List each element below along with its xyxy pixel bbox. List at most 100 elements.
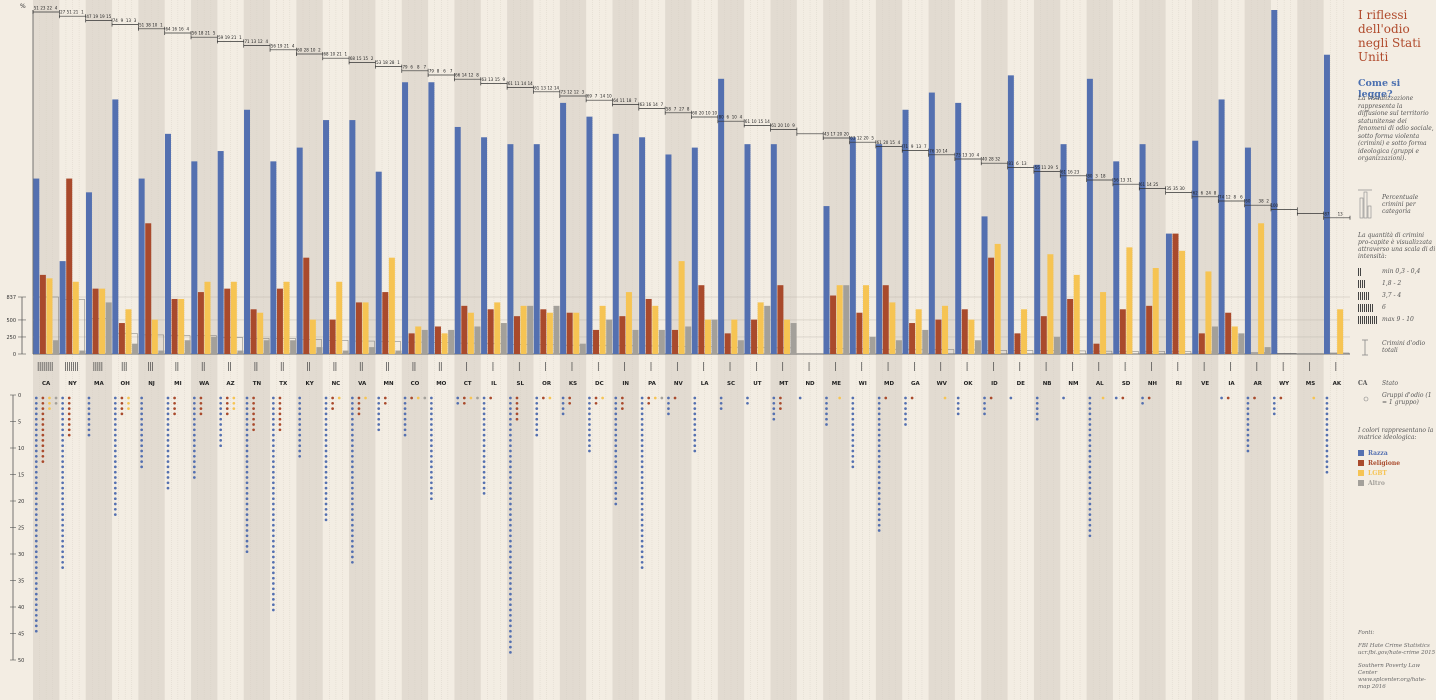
bar-lgbt <box>99 288 106 354</box>
group-dot-razza <box>640 518 644 522</box>
pct-label: 80 <box>719 115 725 120</box>
pct-label: 81 <box>1008 161 1014 166</box>
pct-label: 61 <box>771 123 777 128</box>
bar-razza <box>454 126 461 355</box>
group-dot-razza <box>509 550 512 554</box>
bar-altro <box>843 285 850 354</box>
group-dot-razza <box>825 407 828 410</box>
group-dot-razza <box>219 412 223 416</box>
groups-axis-label: 45 <box>18 632 24 638</box>
group-dot-razza <box>430 476 433 479</box>
group-dot-razza <box>614 444 618 448</box>
group-dot-razza <box>34 444 38 448</box>
bar-lgbt <box>1126 247 1133 354</box>
group-dot-razza <box>1141 396 1144 400</box>
pct-label: 14 <box>1147 182 1153 187</box>
bar-razza <box>296 147 303 354</box>
state-label: GA <box>911 381 921 387</box>
matrix-intro: I colori rappresentano la matrice ideolo… <box>1358 427 1434 441</box>
group-dot-razza <box>535 412 539 416</box>
group-dot-razza <box>272 518 275 522</box>
pct-label: 8 <box>687 106 690 111</box>
bar-razza <box>191 161 198 354</box>
group-dot-razza <box>34 598 38 601</box>
pct-label: 12 <box>857 136 863 141</box>
group-dot-razza <box>877 460 881 463</box>
pct-label: 74 <box>1219 195 1225 200</box>
group-dot-razza <box>430 407 433 410</box>
pct-label: 10 <box>752 119 758 124</box>
intensity-level-label: 6 <box>1382 304 1386 311</box>
group-dot-razza <box>509 502 512 506</box>
group-dot-razza <box>166 481 170 485</box>
pct-label: 3 <box>134 18 137 23</box>
bar-razza <box>560 102 567 354</box>
group-dot-razza <box>166 470 170 474</box>
group-dot-religione <box>910 396 914 400</box>
group-dot-razza <box>693 433 697 437</box>
group-dot-razza <box>219 428 223 432</box>
pct-label: 9 <box>121 18 124 23</box>
group-dot-razza <box>192 454 196 458</box>
group-dot-razza <box>219 423 223 426</box>
group-dot-razza <box>324 412 328 416</box>
bar-religione <box>514 316 520 354</box>
pct-label: 15 <box>495 77 501 82</box>
bar-altro <box>263 340 270 354</box>
bar-razza <box>639 137 646 354</box>
category-swatch <box>1358 450 1364 456</box>
group-dot-razza <box>351 449 354 453</box>
pct-label: 5 <box>213 31 216 36</box>
group-dot-razza <box>430 481 433 485</box>
group-dot-lgbt <box>601 396 604 400</box>
group-dot-razza <box>509 481 512 485</box>
groups-axis-label: 0 <box>18 393 21 399</box>
group-dot-religione <box>989 396 993 400</box>
group-dot-razza <box>324 481 328 485</box>
group-dot-razza <box>219 396 223 400</box>
group-dot-razza <box>272 470 275 474</box>
group-dot-razza <box>245 454 249 458</box>
bar-razza <box>375 171 382 354</box>
group-dot-razza <box>113 444 117 448</box>
group-dot-razza <box>509 486 512 490</box>
group-dot-razza <box>34 423 38 426</box>
group-dot-razza <box>430 396 433 400</box>
group-dot-razza <box>87 433 91 437</box>
pct-label: 10 <box>732 115 738 120</box>
pct-label: 19 <box>225 35 231 40</box>
pct-label: 21 <box>284 43 290 48</box>
group-dot-razza <box>113 465 117 469</box>
group-dot-razza <box>430 449 433 453</box>
pct-label: 12 <box>547 85 553 90</box>
group-dot-razza <box>877 417 881 421</box>
group-dot-religione <box>41 454 45 458</box>
group-dot-razza <box>245 412 249 416</box>
sources: Fonti: FBI Hate Crime Statistics ucr.fbi… <box>1358 630 1436 691</box>
group-dot-religione <box>568 401 572 405</box>
bar-razza <box>876 144 883 354</box>
bar-religione <box>1093 343 1100 354</box>
group-dot-razza <box>324 492 328 495</box>
group-dot-razza <box>693 444 697 448</box>
group-dot-razza <box>351 439 354 442</box>
category-swatch <box>1358 480 1364 486</box>
bar-lgbt <box>178 298 185 354</box>
group-dot-razza <box>667 396 670 400</box>
total-crimes-icon <box>1362 339 1368 356</box>
group-dot-razza <box>640 460 644 463</box>
pct-label: 15 <box>890 140 896 145</box>
group-dot-razza <box>34 603 38 607</box>
group-dot-razza <box>272 481 275 485</box>
group-dot-razza <box>640 492 644 495</box>
group-dot-razza <box>351 513 354 516</box>
group-dot-lgbt <box>127 396 130 400</box>
state-label: ND <box>805 381 815 387</box>
group-dot-razza <box>272 582 275 585</box>
pct-label: 68 <box>323 52 329 57</box>
pct-label: 8 <box>476 73 479 78</box>
group-dot-razza <box>509 624 512 628</box>
group-dot-razza <box>614 454 618 458</box>
group-dot-razza <box>877 486 881 490</box>
group-dot-religione <box>67 396 71 400</box>
